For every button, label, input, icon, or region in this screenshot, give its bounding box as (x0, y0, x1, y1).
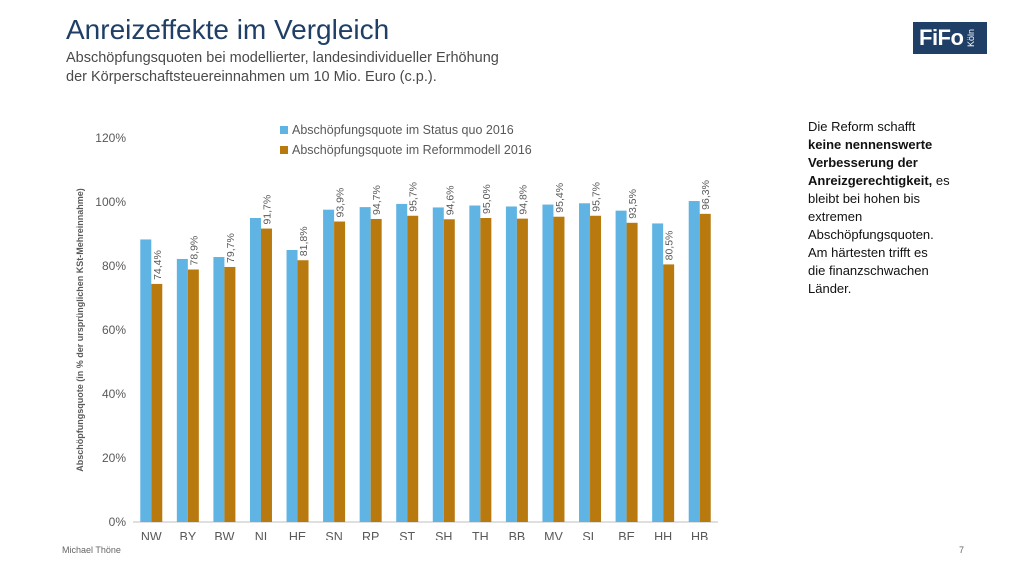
y-tick-label: 60% (102, 323, 126, 337)
sidebar-bold-line: keine nennenswerte (808, 137, 933, 152)
x-tick-label: NI (255, 530, 268, 540)
bar-reform (480, 218, 492, 522)
bar-status-quo (652, 223, 664, 522)
bar-status-quo (396, 203, 408, 523)
x-tick-label: BY (180, 530, 197, 540)
data-label: 79,7% (225, 233, 237, 263)
sidebar-line: Die Reform schafft (808, 119, 916, 134)
x-tick-label: BE (618, 530, 635, 540)
bar-status-quo (432, 207, 444, 522)
bar-reform (297, 260, 309, 522)
subtitle-line-1: Abschöpfungsquoten bei modellierter, lan… (66, 50, 499, 66)
subtitle-line-2: der Körperschaftsteuereinnahmen um 10 Mi… (66, 69, 437, 85)
y-tick-label: 0% (109, 515, 127, 529)
y-tick-label: 120% (95, 131, 126, 145)
bar-reform (224, 266, 236, 522)
data-label: 95,7% (591, 182, 603, 212)
y-tick-label: 40% (102, 387, 126, 401)
data-label: 94,7% (371, 185, 383, 215)
sidebar-line: es (932, 173, 950, 188)
x-tick-label: HH (654, 530, 672, 540)
bar-status-quo (469, 205, 481, 522)
y-tick-label: 100% (95, 195, 126, 209)
bar-status-quo (286, 250, 298, 522)
data-label: 95,7% (408, 182, 420, 212)
x-tick-label: BB (509, 530, 526, 540)
y-tick-label: 80% (102, 259, 126, 273)
sidebar-text: Die Reform schafft keine nennenswerte Ve… (808, 118, 968, 298)
bar-status-quo (542, 204, 554, 522)
bar-reform (663, 264, 675, 522)
sidebar-line: Am härtesten trifft es (808, 245, 928, 260)
data-label: 78,9% (188, 236, 200, 266)
bar-reform (553, 216, 565, 522)
sidebar-line: Abschöpfungsquoten. (808, 227, 934, 242)
data-label: 96,3% (700, 180, 712, 210)
data-label: 81,8% (298, 226, 310, 256)
legend-swatch (280, 126, 288, 134)
sidebar-line: die finanzschwachen (808, 263, 929, 278)
sidebar-line: bleibt bei hohen bis (808, 191, 921, 206)
page-number: 7 (959, 545, 965, 555)
sidebar-bold-line: Anreizgerechtigkeit, (808, 173, 933, 188)
bar-reform (443, 219, 455, 522)
data-label: 94,6% (444, 185, 456, 215)
data-label: 95,4% (554, 183, 566, 213)
logo-sub-text: Köln (966, 28, 977, 47)
data-label: 94,8% (517, 185, 529, 215)
x-tick-label: SL (582, 530, 597, 540)
bar-reform (699, 213, 711, 522)
page-subtitle: Abschöpfungsquoten bei modellierter, lan… (66, 49, 626, 87)
bar-status-quo (140, 239, 152, 522)
x-tick-label: TH (472, 530, 489, 540)
legend-label: Abschöpfungsquote im Reformmodell 2016 (292, 143, 532, 157)
bar-reform (260, 228, 272, 522)
x-tick-label: RP (362, 530, 379, 540)
footer-author: Michael Thöne (62, 545, 121, 555)
bar-status-quo (249, 218, 261, 522)
data-label: 93,5% (627, 189, 639, 219)
y-tick-label: 20% (102, 451, 126, 465)
sidebar-bold-line: Verbesserung der (808, 155, 918, 170)
bar-status-quo (615, 210, 627, 522)
x-tick-label: MV (544, 530, 563, 540)
logo-main-text: FiFo (919, 25, 964, 50)
x-tick-label: NW (141, 530, 162, 540)
bar-status-quo (359, 207, 371, 522)
data-label: 93,9% (335, 188, 347, 218)
data-label: 74,4% (152, 250, 164, 280)
sidebar-line: Länder. (808, 281, 852, 296)
x-tick-label: BW (214, 530, 234, 540)
bar-reform (407, 215, 419, 522)
bar-reform (370, 218, 382, 522)
data-label: 91,7% (261, 195, 273, 225)
bar-status-quo (323, 209, 335, 522)
x-tick-label: HB (691, 530, 708, 540)
bar-status-quo (579, 203, 591, 522)
bar-status-quo (505, 206, 517, 522)
bar-reform (187, 269, 199, 522)
legend-swatch (280, 146, 288, 154)
bar-reform (626, 222, 638, 523)
bar-status-quo (176, 258, 188, 522)
bar-chart: 0% 20% 40% 60% 80% 100% 120% Abschöpfungsquote … (75, 123, 718, 540)
data-label: 80,5% (664, 231, 676, 261)
bar-status-quo (213, 257, 225, 522)
x-tick-label: SH (435, 530, 452, 540)
data-label: 95,0% (481, 184, 493, 214)
bar-status-quo (688, 201, 700, 522)
page-title: Anreizeffekte im Vergleich (66, 14, 390, 45)
fifo-logo: FiFo Köln (913, 22, 987, 54)
x-tick-label: SN (325, 530, 342, 540)
sidebar-line: extremen (808, 209, 863, 224)
legend-label: Abschöpfungsquote im Status quo 2016 (292, 123, 514, 137)
bar-reform (590, 215, 602, 522)
x-tick-label: ST (399, 530, 415, 540)
bar-reform (334, 221, 346, 522)
bar-reform (151, 283, 163, 522)
x-tick-label: HE (289, 530, 306, 540)
y-axis-title: Abschöpfungsquote (in % der ursprünglich… (75, 188, 85, 472)
bar-reform (516, 218, 528, 522)
